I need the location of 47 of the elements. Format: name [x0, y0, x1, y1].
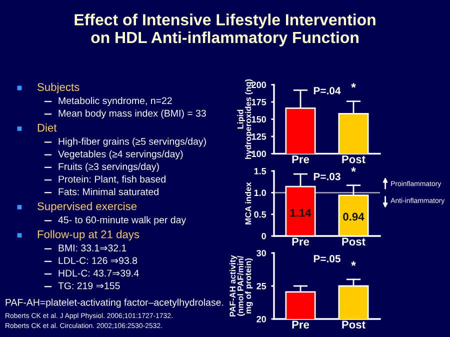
text: Diet — [38, 124, 57, 132]
text: Vegetables (≥4 servings/day) — [58, 150, 183, 160]
text: Supervised exercise — [38, 202, 137, 212]
x-tick-label: Post — [342, 320, 366, 329]
x-tick-label: Pre — [292, 238, 310, 246]
annotation: * — [351, 83, 356, 88]
text: Protein: Plant, fish based — [58, 175, 166, 184]
annotation: * — [351, 167, 356, 172]
text: TG: 219 ⇒155 — [58, 282, 120, 290]
y-tick-label: 0 — [262, 232, 266, 240]
x-tick-label: Post — [342, 155, 366, 164]
text: Follow-up at 21 days — [38, 230, 140, 240]
text: PAF-AH=platelet-activating factor–acetylhydrolase. — [6, 298, 224, 308]
y-tick-label: 125 — [252, 133, 266, 140]
text: Effect of Intensive Lifestyle Intervention on HDL Anti-inflammatory Function — [74, 14, 376, 46]
annotation: P=.03 — [314, 172, 340, 180]
x-tick-label: Post — [342, 238, 366, 246]
text: HDL-C: 43.7⇒39.4 — [58, 270, 139, 277]
text: Mean body mass index (BMI) = 33 — [58, 110, 206, 119]
y-axis-title: PAF-AH activity (nmol PAF/min/ mg of protein) — [229, 255, 253, 316]
annotation: P=.04 — [314, 87, 341, 94]
y-tick-label: 200 — [252, 82, 266, 88]
y-tick-label: 175 — [252, 99, 266, 106]
data-label: 1.14 — [290, 209, 312, 217]
x-tick-label: Pre — [292, 155, 310, 164]
y-tick-label: 30 — [256, 250, 266, 256]
y-tick-label: 20 — [256, 316, 266, 322]
text: 45- to 60-minute walk per day — [58, 216, 186, 226]
y-axis-title: MCA index — [245, 182, 252, 224]
text: High-fiber grains (≥5 servings/day) — [58, 138, 206, 147]
y-axis-title: Lipid hydroperoxides (ng) — [237, 79, 253, 159]
annotation: P=.05 — [314, 255, 340, 262]
y-tick-label: 1.5 — [254, 168, 266, 174]
y-tick-label: 1.0 — [254, 190, 266, 196]
text: BMI: 33.1⇒32.1 — [58, 244, 126, 252]
y-tick-label: 100 — [252, 150, 266, 158]
text: Metabolic syndrome, n=22 — [58, 96, 172, 106]
text: Fats: Minimal saturated — [58, 188, 158, 196]
annotation: * — [351, 261, 356, 266]
y-tick-label: 25 — [256, 282, 266, 290]
y-tick-label: 0.5 — [254, 211, 266, 218]
text: Subjects — [38, 82, 80, 94]
y-tick-label: 150 — [252, 116, 266, 123]
x-tick-label: Pre — [292, 320, 310, 329]
data-label: 0.94 — [343, 212, 364, 221]
text: Fruits (≥3 servings/day) — [58, 162, 159, 172]
text: LDL-C: 126 ⇒93.8 — [58, 257, 138, 264]
